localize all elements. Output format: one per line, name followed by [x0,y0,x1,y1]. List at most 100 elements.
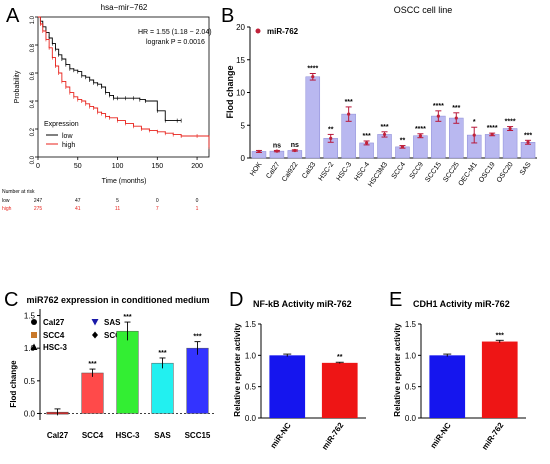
chart-c-y-tick-label: 1.5 [24,312,36,321]
panel-a-survival-chart: A hsa−mir−762 0.00.20.40.60.81.00 50 100 15… [2,3,212,212]
data-point-HSC-3 [347,112,351,116]
chart-d-y-tick-label: 0.0 [245,414,257,423]
category-label-miR-NC: miR-NC [269,421,293,450]
significance-miR-762: *** [496,332,504,339]
chart-b-y-tick-label: 10 [236,89,245,98]
significance-HSC-3: *** [345,99,353,106]
category-label-Cal27: Cal27 [265,161,281,180]
chart-b-y-axis-title: Flod change [225,65,235,118]
chart-b-y-tick-label: 15 [236,56,245,65]
chart-d-y-tick-label: 0.5 [245,383,257,392]
risk-low-count: 247 [34,198,43,204]
bar-OSC19 [484,134,500,159]
chart-b-bars: HOKnsCal27nsCal922****Cal33**HSC-2***HSC… [249,66,536,188]
chart-a-y-axis-title: Probability [14,70,21,103]
chart-a-y-tick-label: 0.4 [30,99,36,108]
bar-SAS [151,362,174,414]
chart-a-title: hsa−mir−762 [101,3,148,12]
risk-row-low-label: low [2,198,10,204]
bar-Cal33 [305,76,321,159]
significance-HSC-3: *** [123,314,131,321]
data-point-OSC20 [508,126,512,131]
bar-SCC4 [81,372,104,414]
significance-SCC25: *** [452,105,460,112]
panel-e-letter: E [389,289,402,311]
panel-e-bar-chart: E CDH1 Activity miR-762 Relative reporte… [389,289,526,452]
risk-low-count: 5 [116,198,119,204]
chart-d-title: NF-kB Activity miR-762 [253,299,352,309]
risk-high-count: 41 [75,206,81,212]
risk-low-count: 0 [156,198,159,204]
significance-OSC20: **** [505,119,516,126]
chart-a-x-axis-title: Time (months) [102,178,147,185]
category-label-Cal27: Cal27 [47,431,69,440]
risk-table: 247 275 47 41 5 11 0 7 0 1 [34,198,199,212]
significance-Cal33: **** [307,66,318,73]
chart-c-legend: Cal27SASSCC4SCC15HSC-3 [30,318,130,352]
significance-Cal27: ns [273,142,281,149]
significance-SCC15: **** [433,103,444,110]
legend-low-label: low [62,133,73,140]
bar-SCC15 [431,115,446,159]
data-point-HSC-2 [329,136,333,140]
chart-a-hr: HR = 1.55 (1.18 − 2.04) [138,29,212,36]
significance-HSC-2: ** [328,126,334,133]
risk-high-count: 11 [115,206,120,212]
category-label-SCC25: SCC25 [442,161,461,184]
significance-SCC4: *** [88,361,96,368]
chart-a-survival-curves [38,16,210,150]
panel-a-letter: A [6,5,20,27]
chart-c-axes: 0.0 0.5 1.0 1.5 [24,309,215,420]
chart-d-bars: miR-NC ** miR-762 [269,353,358,452]
legend-high-label: high [62,142,75,149]
data-point-SCC15 [436,114,440,118]
significance-HSC-4: *** [363,133,371,140]
chart-a-y-tick-label: 0.8 [30,43,36,52]
chart-a-y-tick-label: 0.2 [30,127,36,136]
data-point-HSC-4 [364,141,369,145]
significance-SAS: *** [524,132,532,139]
significance-SAS: *** [158,350,166,357]
chart-b-y-tick-label: 0 [241,154,246,163]
chart-e-y-tick-label: 1.5 [405,320,417,329]
significance-SCC15: *** [193,334,201,341]
chart-a-y-tick-label: 0.6 [30,71,36,80]
bar-SCC9 [413,135,428,159]
bar-miR-762 [321,362,358,418]
chart-d-y-axis-title: Relative reporter activity [233,323,242,417]
chart-e-y-tick-label: 0.5 [405,383,417,392]
chart-a-legend-title: Expression [44,121,79,128]
chart-e-title: CDH1 Activity miR-762 [413,299,510,309]
chart-c-y-axis-title: Flod change [9,360,18,408]
chart-b-legend-label: miR-762 [267,27,299,36]
chart-a-x-tick-label: 200 [191,163,203,170]
significance-HSC3M3: *** [380,124,388,131]
legend-marker-SCC15 [92,331,98,339]
category-label-SCC4: SCC4 [391,161,408,180]
bar-HSC3M3 [377,134,392,159]
panel-c-letter: C [4,289,18,311]
chart-b-y-tick-label: 20 [236,23,245,32]
chart-e-y-tick-label: 1.0 [405,351,417,360]
risk-table-header: Number at risk [2,189,35,195]
panel-c-bar-chart: C miR762 expression in conditioned mediu… [4,289,215,440]
chart-a-x-tick-label: 150 [151,163,163,170]
panel-d-bar-chart: D NF-kB Activity miR-762 Relative report… [229,289,366,452]
panel-b-letter: B [221,5,234,27]
survival-line-high [38,16,210,148]
chart-b-legend-marker [255,28,261,34]
chart-c-y-tick-label: 0.0 [24,409,36,418]
chart-e-y-tick-label: 0.0 [405,414,417,423]
category-label-SCC15: SCC15 [185,431,211,440]
legend-marker-SCC4 [31,332,37,338]
data-point-SCC9 [418,134,423,138]
chart-a-logrank: logrank P = 0.0016 [146,39,205,46]
chart-b-y-tick-label: 5 [241,121,246,130]
category-label-HSC-4: HSC-4 [353,161,371,182]
legend-marker-HSC-3 [30,343,38,350]
category-label-SCC15: SCC15 [424,161,443,184]
category-label-HSC-2: HSC-2 [318,161,336,182]
chart-b-title: OSCC cell line [394,5,453,15]
category-label-Cal922: Cal922 [281,161,300,183]
category-label-miR-762: miR-762 [320,421,346,452]
